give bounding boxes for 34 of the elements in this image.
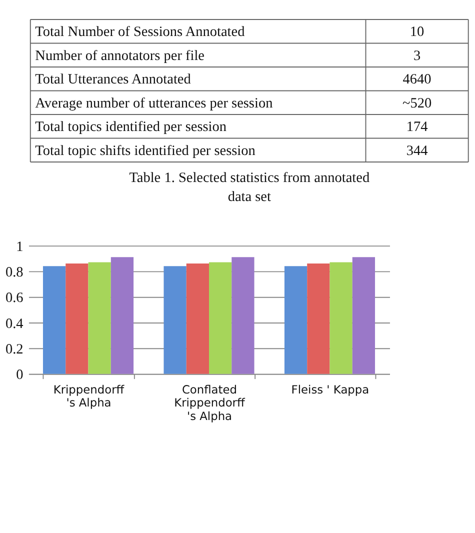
text: Total Number of Sessions Annotated bbox=[35, 24, 245, 40]
x-tick-label: Conflated Krippendorff 's Alpha bbox=[174, 382, 246, 423]
text: 344 bbox=[406, 142, 428, 159]
bar bbox=[284, 266, 308, 374]
text: ~520 bbox=[402, 95, 432, 112]
text: 10 bbox=[410, 24, 424, 40]
bar bbox=[42, 266, 66, 374]
y-tick-label: 0.2 bbox=[5, 341, 24, 358]
bar bbox=[330, 262, 352, 374]
text: 3 bbox=[413, 48, 421, 64]
text: 4640 bbox=[402, 72, 432, 88]
bar bbox=[164, 266, 186, 374]
bar bbox=[352, 257, 376, 374]
y-tick-label: 0 bbox=[16, 367, 24, 384]
text: Total Utterances Annotated bbox=[35, 72, 191, 88]
text: 174 bbox=[406, 119, 428, 136]
caption: Table 1. Selected statistics from annotated data set bbox=[129, 170, 370, 205]
x-tick-label: Fleiss ' Kappa bbox=[291, 382, 370, 396]
bar bbox=[66, 264, 88, 374]
text: Number of annotators per file bbox=[35, 48, 205, 64]
bar bbox=[209, 262, 232, 374]
bar bbox=[307, 264, 330, 374]
y-tick-label: 1 bbox=[16, 238, 24, 255]
bar bbox=[232, 257, 254, 374]
y-tick-label: 0.8 bbox=[5, 264, 24, 280]
bar bbox=[110, 257, 134, 374]
bar bbox=[186, 264, 209, 374]
text: Total topics identified per session bbox=[35, 119, 226, 136]
bar bbox=[88, 262, 111, 374]
text: Total topic shifts identified per session bbox=[35, 142, 256, 159]
x-tick-label: Krippendorff 's Alpha bbox=[53, 382, 126, 410]
y-tick-label: 0.6 bbox=[5, 290, 24, 306]
text: Average number of utterances per session bbox=[35, 95, 273, 112]
y-tick-label: 0.4 bbox=[5, 316, 24, 332]
